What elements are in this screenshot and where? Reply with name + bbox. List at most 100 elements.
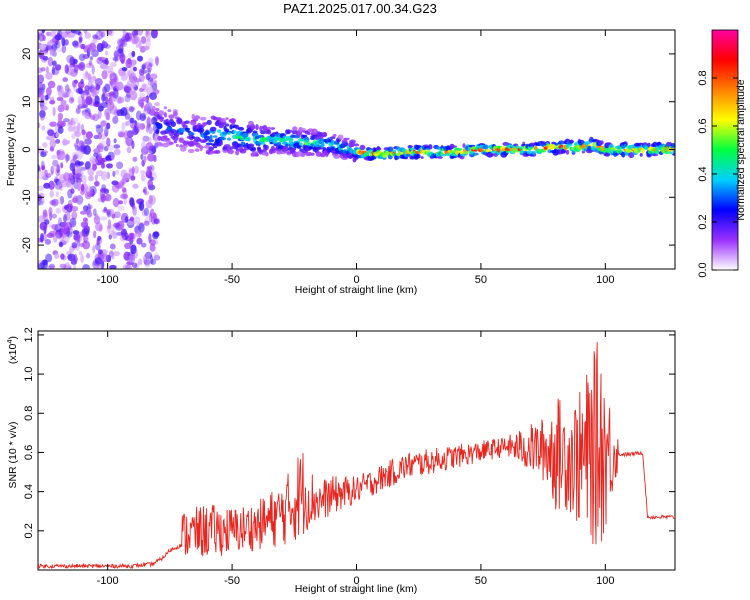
heatmap-cell	[57, 179, 63, 186]
heatmap-cell	[208, 139, 215, 143]
spectrogram-cells	[38, 30, 675, 269]
heatmap-cell	[191, 113, 196, 120]
heatmap-cell	[116, 96, 123, 105]
heatmap-cell	[81, 96, 85, 106]
heatmap-cell	[95, 30, 104, 40]
heatmap-cell	[55, 191, 60, 198]
heatmap-cell	[485, 149, 491, 153]
heatmap-cell	[44, 94, 49, 101]
heatmap-cell	[655, 150, 660, 154]
heatmap-cell	[83, 205, 89, 212]
heatmap-cell	[639, 153, 643, 157]
heatmap-cell	[190, 120, 197, 126]
heatmap-cell	[91, 49, 99, 58]
heatmap-cell	[122, 264, 130, 269]
heatmap-cell	[73, 125, 79, 135]
heatmap-cell	[172, 111, 178, 117]
heatmap-cell	[142, 62, 147, 67]
heatmap-cell	[76, 87, 84, 94]
heatmap-cell	[109, 264, 117, 269]
heatmap-cell	[72, 230, 80, 235]
heatmap-cell	[141, 96, 150, 102]
heatmap-cell	[120, 228, 128, 238]
heatmap-cell	[93, 148, 101, 154]
heatmap-cell	[101, 40, 106, 48]
heatmap-cell	[65, 231, 73, 238]
heatmap-cell	[145, 124, 150, 133]
y-tick-label: 0.8	[23, 406, 35, 421]
colorbar-tick-label: 0.8	[697, 70, 709, 85]
heatmap-cell	[168, 114, 175, 119]
heatmap-cell	[72, 117, 79, 125]
heatmap-cell	[113, 50, 119, 59]
heatmap-cell	[55, 139, 61, 144]
heatmap-cell	[152, 231, 160, 238]
heatmap-cell	[147, 68, 151, 75]
heatmap-cell	[104, 50, 108, 56]
heatmap-cell	[107, 211, 111, 216]
heatmap-cell	[134, 37, 140, 42]
heatmap-cell	[445, 152, 451, 157]
snr-x-axis-label: Height of straight line (km)	[295, 583, 418, 595]
heatmap-cell	[547, 149, 552, 154]
heatmap-cell	[80, 183, 85, 192]
heatmap-cell	[49, 200, 57, 206]
heatmap-cell	[72, 210, 77, 218]
heatmap-cell	[113, 148, 121, 156]
heatmap-cell	[47, 265, 55, 269]
heatmap-cell	[135, 110, 142, 121]
heatmap-cell	[219, 140, 223, 146]
heatmap-cell	[129, 91, 138, 97]
heatmap-cell	[101, 184, 107, 191]
heatmap-cell	[38, 262, 45, 269]
heatmap-cell	[462, 143, 466, 149]
heatmap-cell	[52, 106, 56, 117]
x-tick-label: 100	[596, 274, 614, 286]
heatmap-cell	[94, 180, 99, 187]
heatmap-cell	[87, 81, 93, 89]
spectrogram-y-axis-label: Frequency (Hz)	[5, 114, 17, 186]
heatmap-cell	[265, 151, 269, 157]
heatmap-cell	[85, 70, 89, 78]
heatmap-cell	[141, 209, 147, 217]
heatmap-cell	[49, 121, 57, 127]
heatmap-cell	[155, 108, 160, 111]
heatmap-cell	[71, 167, 75, 176]
heatmap-cell	[437, 156, 443, 159]
heatmap-cell	[145, 251, 153, 260]
heatmap-cell	[145, 38, 151, 48]
heatmap-cell	[110, 230, 116, 235]
heatmap-cell	[148, 109, 156, 116]
heatmap-cell	[84, 161, 91, 170]
heatmap-cell	[149, 92, 157, 100]
heatmap-cell	[93, 152, 99, 158]
heatmap-cell	[133, 249, 138, 259]
heatmap-cell	[175, 143, 179, 147]
heatmap-cell	[69, 64, 74, 73]
heatmap-cell	[165, 118, 169, 123]
heatmap-cell	[106, 92, 113, 97]
heatmap-cell	[285, 143, 289, 148]
heatmap-cell	[228, 149, 234, 155]
heatmap-cell	[67, 32, 75, 39]
heatmap-cell	[199, 145, 203, 152]
heatmap-cell	[84, 236, 90, 242]
heatmap-cell	[56, 164, 61, 174]
heatmap-cell	[212, 135, 218, 138]
heatmap-cell	[266, 126, 272, 130]
heatmap-cell	[97, 152, 102, 161]
heatmap-cell	[187, 148, 195, 154]
heatmap-cell	[129, 232, 135, 240]
heatmap-cell	[126, 81, 130, 87]
heatmap-cell	[68, 96, 75, 104]
heatmap-cell	[463, 151, 469, 155]
colorbar: 0.0 0.2 0.4 0.6 0.8 Normalized spectral ampl…	[697, 29, 747, 278]
snr-multiplier-exponent: 4	[5, 340, 14, 344]
heatmap-cell	[143, 258, 151, 266]
heatmap-cell	[113, 144, 121, 149]
heatmap-cell	[106, 171, 111, 180]
heatmap-cell	[38, 88, 44, 93]
heatmap-cell	[118, 39, 126, 46]
heatmap-cell	[145, 73, 151, 81]
